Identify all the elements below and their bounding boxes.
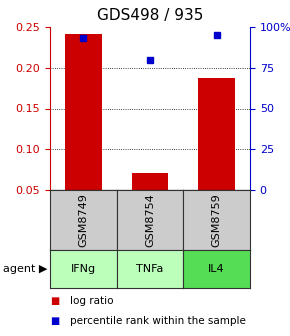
Bar: [132, 173, 168, 190]
Text: GSM8749: GSM8749: [78, 193, 88, 247]
Text: agent ▶: agent ▶: [3, 264, 47, 274]
Bar: [198, 78, 235, 190]
Text: ■: ■: [50, 316, 59, 326]
Text: IL4: IL4: [208, 264, 225, 274]
Bar: [65, 34, 102, 190]
Text: GSM8754: GSM8754: [145, 193, 155, 247]
Text: ■: ■: [50, 296, 59, 306]
Text: GSM8759: GSM8759: [212, 193, 222, 247]
Title: GDS498 / 935: GDS498 / 935: [97, 8, 203, 23]
Text: IFNg: IFNg: [71, 264, 96, 274]
Text: percentile rank within the sample: percentile rank within the sample: [70, 316, 246, 326]
Text: log ratio: log ratio: [70, 296, 114, 306]
Text: TNFa: TNFa: [136, 264, 164, 274]
